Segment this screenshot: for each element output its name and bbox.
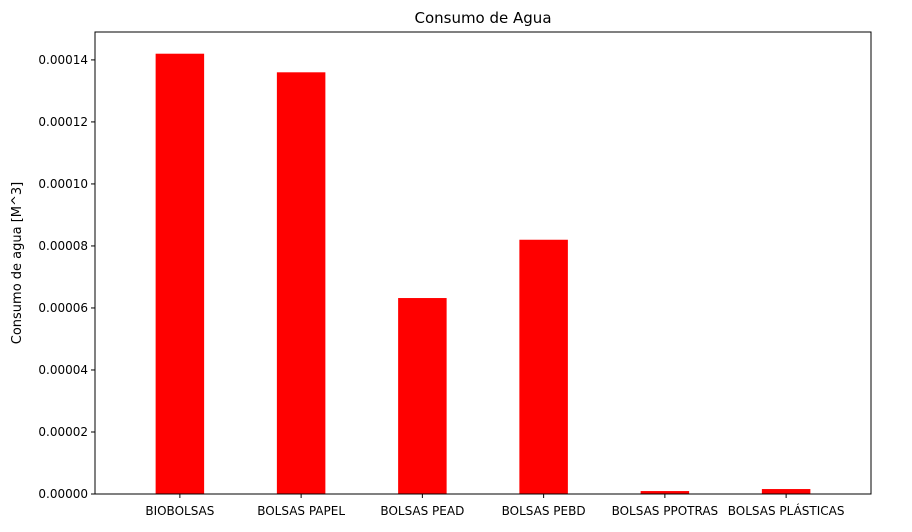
y-axis-label: Consumo de agua [M^3] <box>10 182 25 345</box>
y-tick-label: 0.00010 <box>38 177 88 191</box>
bar <box>640 491 690 494</box>
y-tick-label: 0.00008 <box>38 239 88 253</box>
bar <box>155 53 205 494</box>
bar <box>398 298 447 494</box>
x-tick-label: BIOBOLSAS <box>145 504 214 518</box>
x-tick-label: BOLSAS PEBD <box>502 504 586 518</box>
bar <box>519 239 568 494</box>
y-tick-label: 0.00000 <box>38 487 88 501</box>
y-tick-label: 0.00006 <box>38 301 88 315</box>
y-tick-label: 0.00002 <box>38 425 88 439</box>
y-tick-label: 0.00004 <box>38 363 88 377</box>
x-axis-ticks: BIOBOLSAS BOLSAS PAPEL BOLSAS PEAD BOLSAS P… <box>145 494 844 518</box>
bar <box>761 489 811 494</box>
x-tick-label: BOLSAS PLÁSTICAS <box>728 503 845 518</box>
y-axis-ticks: 0.00000 0.00002 0.00004 0.00006 0.00008 0.000… <box>38 53 95 501</box>
x-tick-label: BOLSAS PEAD <box>380 504 464 518</box>
y-tick-label: 0.00014 <box>38 53 88 67</box>
y-tick-label: 0.00012 <box>38 115 88 129</box>
chart-title: Consumo de Agua <box>414 9 551 27</box>
x-tick-label: BOLSAS PPOTRAS <box>612 504 719 518</box>
bar <box>276 72 326 495</box>
plot-frame <box>94 31 872 495</box>
bars-group <box>155 53 811 495</box>
x-tick-label: BOLSAS PAPEL <box>257 504 345 518</box>
